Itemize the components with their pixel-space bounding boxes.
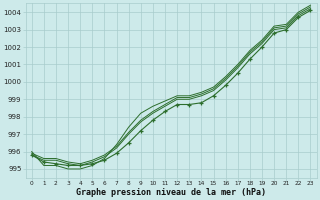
- X-axis label: Graphe pression niveau de la mer (hPa): Graphe pression niveau de la mer (hPa): [76, 188, 266, 197]
